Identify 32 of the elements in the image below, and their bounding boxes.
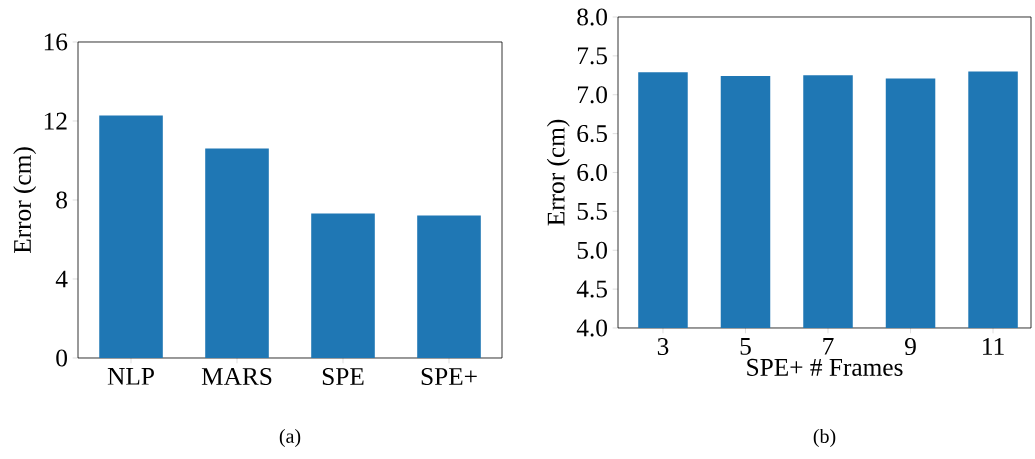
x-tick-label: SPE [322, 368, 364, 386]
y-tick-label: 4.0 [576, 319, 607, 337]
x-tick-label: 9 [905, 338, 916, 356]
y-tick-label: 4 [55, 270, 68, 288]
x-tick-label: 7 [823, 338, 834, 355]
text: (a) [279, 428, 301, 448]
bar [99, 115, 163, 358]
y-axis-title: Error (cm) [13, 147, 37, 254]
y-tick-label: 4.5 [576, 280, 607, 298]
y-tick-label: 7.5 [577, 47, 607, 65]
x-tick-label: MARS [201, 368, 272, 386]
y-tick-label: 8.0 [577, 8, 607, 26]
y-tick-label: 8 [56, 191, 67, 209]
x-tick-label: SPE+ [421, 368, 477, 386]
x-axis-title: SPE+ # Frames [747, 358, 903, 376]
x-tick-label: 3 [657, 338, 669, 356]
y-axis-title: Error (cm) [546, 119, 570, 226]
bar [311, 213, 375, 358]
x-tick-label: 5 [740, 338, 751, 355]
y-tick-label: 0 [56, 349, 67, 367]
x-tick-label: 11 [983, 338, 1004, 355]
y-tick-label: 16 [44, 33, 68, 51]
text: (b) [813, 428, 836, 448]
y-tick-label: 5.0 [577, 241, 607, 259]
y-tick-label: 6.5 [577, 125, 607, 143]
x-tick-label: NLP [107, 368, 154, 385]
y-tick-label: 12 [44, 112, 67, 130]
y-tick-label: 7.0 [577, 86, 607, 104]
bar [205, 148, 269, 358]
y-tick-label: 6.0 [577, 163, 607, 182]
bar [417, 215, 481, 358]
y-tick-label: 5.5 [577, 202, 607, 220]
